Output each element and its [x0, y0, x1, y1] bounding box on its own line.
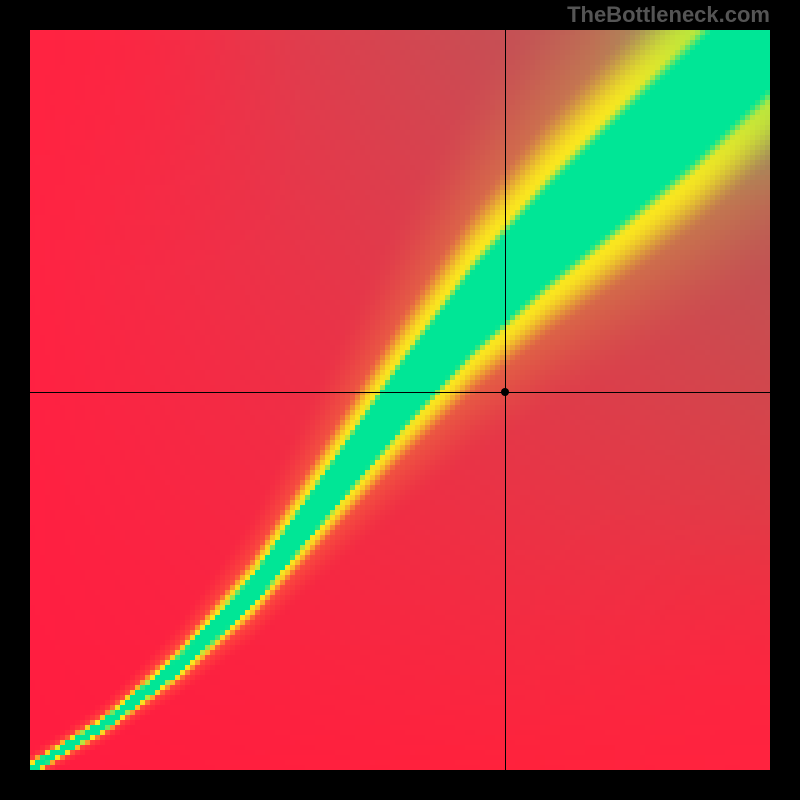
data-point-marker [501, 388, 509, 396]
watermark-text: TheBottleneck.com [567, 2, 770, 28]
crosshair-horizontal [30, 392, 770, 393]
bottleneck-heatmap [30, 30, 770, 770]
crosshair-vertical [505, 30, 506, 770]
